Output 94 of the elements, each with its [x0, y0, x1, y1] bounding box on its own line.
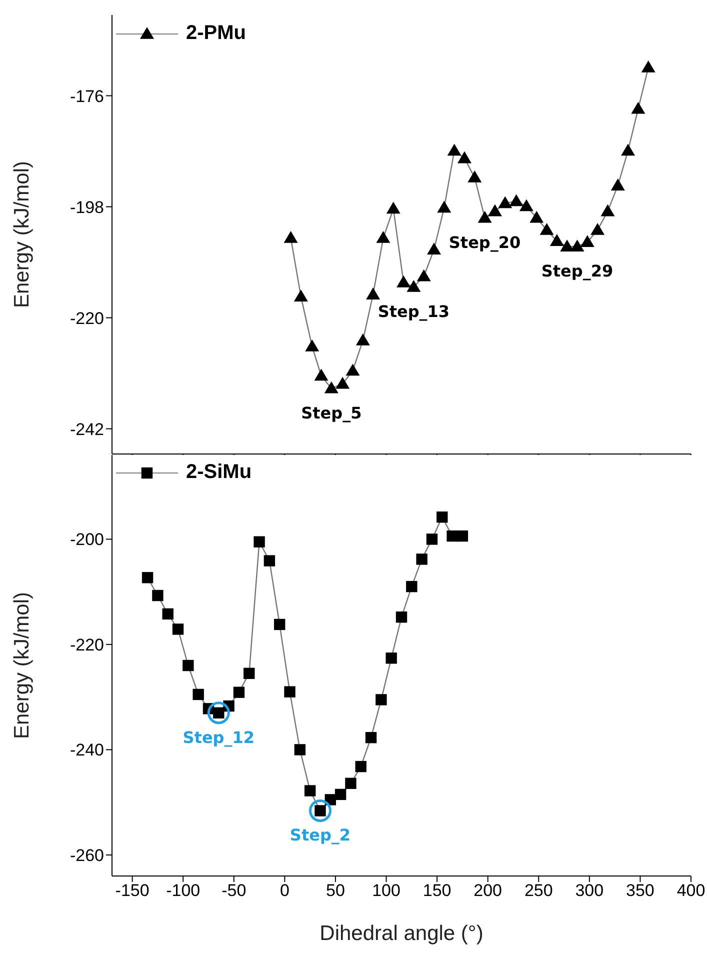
point: [488, 204, 502, 216]
point: [365, 732, 377, 744]
point: [366, 288, 380, 300]
point: [233, 686, 245, 698]
y-tick-label: -198: [70, 198, 104, 217]
point: [550, 234, 564, 246]
point: [436, 512, 448, 523]
y-tick-label: -242: [70, 420, 104, 439]
point: [478, 210, 492, 223]
x-tick-label: 150: [422, 881, 452, 900]
point: [355, 760, 366, 772]
legend-label: 2-SiMu: [186, 461, 252, 484]
point: [580, 235, 594, 247]
point: [294, 744, 306, 756]
y-tick-label: -260: [70, 846, 104, 865]
point: [457, 151, 472, 164]
point: [284, 231, 298, 243]
point: [540, 222, 554, 235]
x-tick-label: -50: [222, 881, 246, 900]
point: [610, 178, 625, 190]
point: [314, 368, 328, 381]
annotation: Step_12: [182, 728, 255, 747]
x-tick-label: -100: [166, 881, 200, 900]
x-tick-label: 100: [372, 881, 400, 900]
x-tick-label: 300: [575, 881, 604, 900]
y-tick-label: -176: [70, 86, 104, 106]
point: [152, 590, 164, 602]
point: [621, 144, 636, 156]
point: [396, 611, 408, 623]
point: [356, 333, 370, 346]
point: [641, 60, 656, 72]
point: [498, 196, 512, 208]
annotation: Step_5: [301, 403, 362, 422]
point: [396, 275, 411, 288]
point: [284, 686, 296, 698]
point: [254, 536, 265, 548]
point: [570, 240, 584, 252]
point: [376, 231, 390, 243]
point: [456, 530, 468, 542]
point: [294, 290, 308, 302]
point: [600, 204, 615, 216]
x-tick-label: 50: [326, 881, 345, 900]
x-tick-label: 200: [474, 881, 502, 900]
point: [530, 210, 544, 223]
x-tick-label: -150: [115, 881, 150, 900]
y-tick-label: -220: [70, 635, 104, 654]
point: [336, 376, 350, 389]
annotation: Step_29: [541, 262, 614, 281]
annotation: Step_13: [378, 302, 450, 321]
point: [386, 202, 400, 214]
point: [509, 194, 524, 206]
point: [142, 572, 154, 584]
annotation: Step_20: [448, 232, 521, 252]
point: [192, 688, 204, 700]
point: [182, 660, 194, 672]
point: [406, 580, 418, 592]
x-tick-label: 0: [280, 881, 290, 900]
point: [447, 144, 462, 156]
point: [304, 785, 316, 796]
point: [427, 242, 442, 255]
x-tick-label: 400: [676, 881, 706, 900]
y-tick-label: -220: [70, 308, 104, 328]
y-axis-title: Energy (kJ/mol): [10, 160, 34, 308]
legend-label: 2-PMu: [186, 22, 246, 45]
point: [416, 269, 431, 282]
point: [426, 534, 438, 545]
point: [274, 618, 286, 630]
x-tick-label: 350: [626, 881, 654, 900]
point: [345, 778, 356, 789]
point: [264, 555, 276, 566]
point: [386, 652, 397, 664]
point: [446, 530, 458, 542]
point: [324, 381, 338, 394]
point: [519, 199, 534, 212]
x-tick-label: 250: [524, 881, 553, 900]
point: [162, 608, 174, 620]
annotation: Step_2: [290, 826, 351, 845]
point: [172, 624, 184, 635]
y-tick-label: -240: [70, 740, 104, 760]
point: [560, 240, 574, 252]
point: [590, 222, 605, 235]
point: [468, 170, 482, 182]
x-axis-title: Dihedral angle (°): [320, 922, 484, 945]
y-tick-label: -200: [70, 530, 104, 550]
point: [244, 668, 255, 679]
point: [334, 788, 346, 800]
point: [416, 554, 428, 565]
point: [305, 340, 320, 352]
y-axis-title: Energy (kJ/mol): [10, 592, 34, 740]
point: [406, 280, 421, 292]
point: [346, 364, 360, 376]
point: [631, 102, 646, 114]
point: [437, 200, 452, 213]
point: [376, 694, 387, 706]
